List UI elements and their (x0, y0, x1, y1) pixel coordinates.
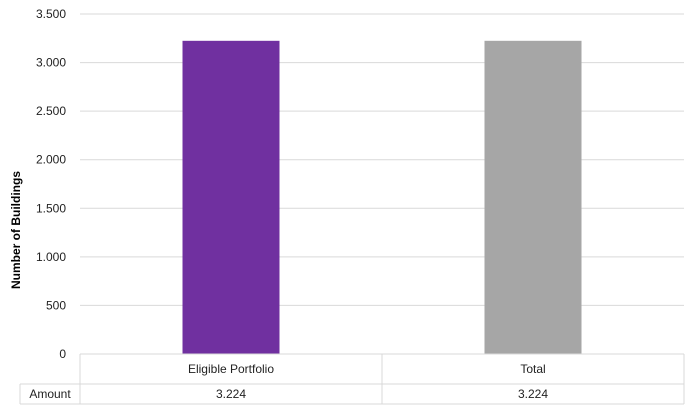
data-value-label: 3.224 (216, 387, 246, 401)
y-axis-tick-labels: 0 500 1.000 1.500 2.000 2.500 3.000 3.500 (36, 7, 66, 361)
y-tick-label: 2.500 (36, 104, 66, 118)
category-label: Eligible Portfolio (188, 362, 274, 376)
bar (484, 40, 582, 354)
y-tick-label: 2.000 (36, 153, 66, 167)
y-tick-label: 3.500 (36, 7, 66, 21)
y-tick-label: 0 (59, 347, 66, 361)
y-tick-label: 1.500 (36, 201, 66, 215)
y-tick-label: 1.000 (36, 250, 66, 264)
y-tick-label: 3.000 (36, 56, 66, 70)
bars (182, 40, 582, 354)
gridlines (80, 13, 684, 306)
series-row-label: Amount (29, 387, 71, 401)
bar (182, 40, 280, 354)
y-tick-label: 500 (46, 298, 66, 312)
data-table: Eligible Portfolio 3.224 Total 3.224 Amount (19, 353, 685, 405)
category-label: Total (520, 362, 545, 376)
data-value-label: 3.224 (518, 387, 548, 401)
y-axis-label: Number of Buildings (9, 171, 23, 289)
